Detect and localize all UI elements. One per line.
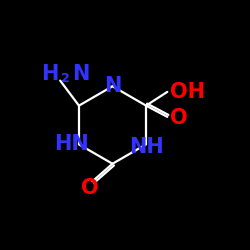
Text: O: O [170,108,188,128]
Text: N: N [72,64,89,84]
Text: NH: NH [129,137,164,157]
Text: N: N [104,76,121,96]
Text: O: O [81,178,99,198]
Text: HN: HN [54,134,89,154]
Text: OH: OH [170,82,205,102]
Text: 2: 2 [61,72,70,85]
Text: H: H [42,64,59,84]
